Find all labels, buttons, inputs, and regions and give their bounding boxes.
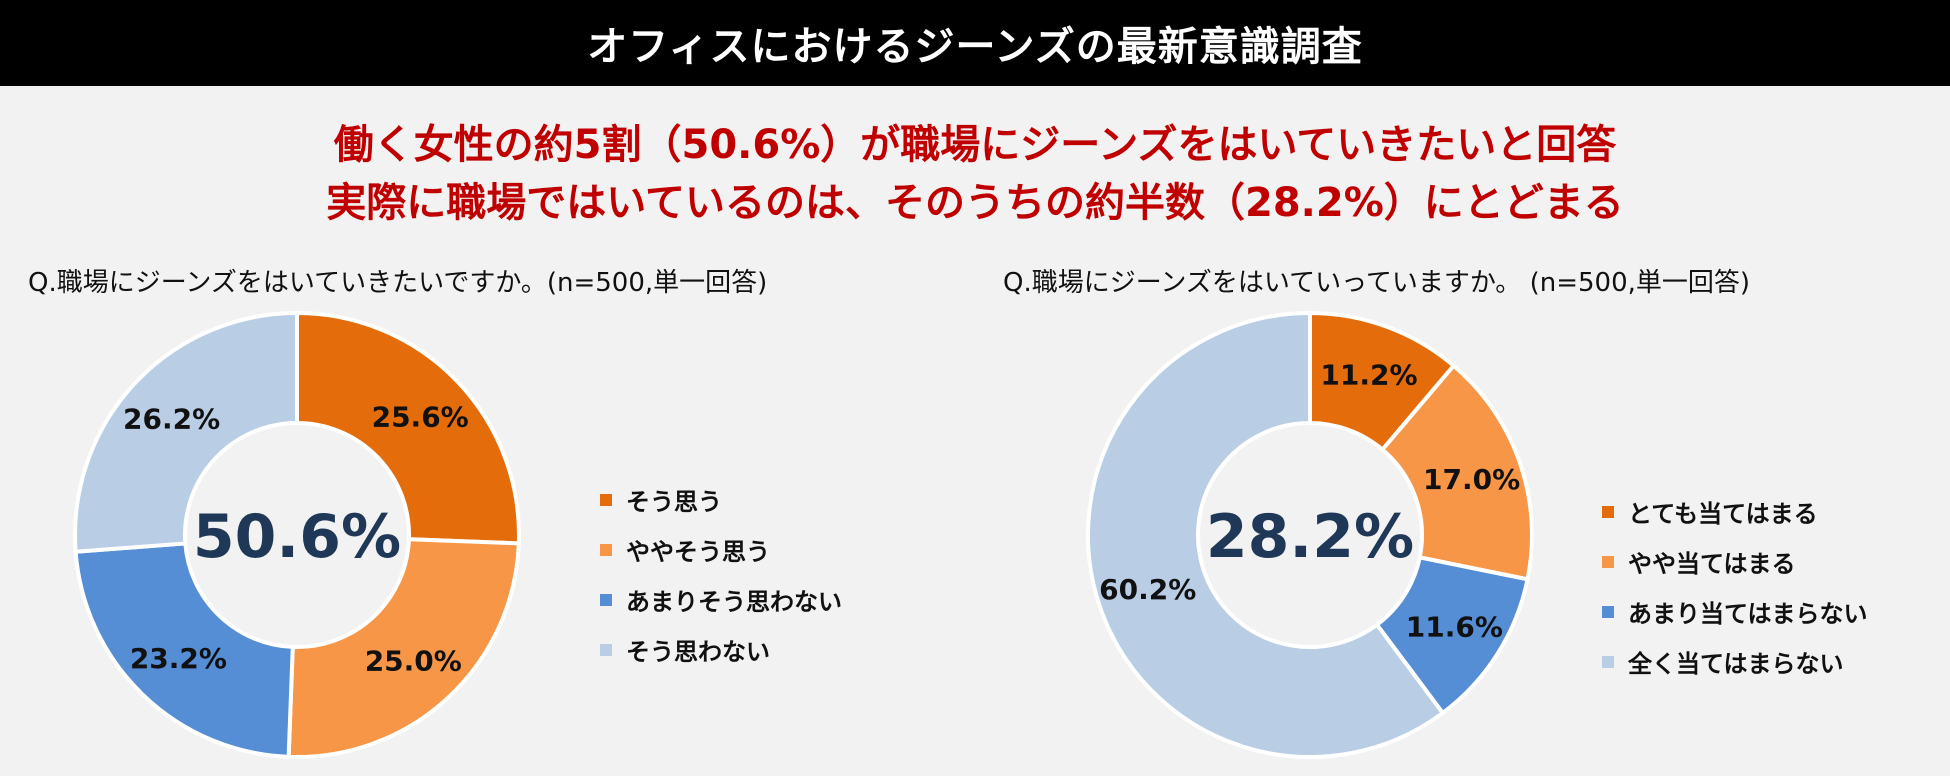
chart-2-slice-4-label: 60.2%	[1099, 573, 1196, 606]
chart-2-slice-1-label: 11.2%	[1320, 358, 1417, 391]
chart-2-legend-item-3: あまり当てはまらない	[1602, 594, 1868, 629]
legend-label: あまり当てはまらない	[1628, 600, 1868, 628]
chart-1-slice-4-label: 26.2%	[123, 403, 220, 436]
legend-swatch	[1602, 605, 1614, 618]
chart-1-title: Q.職場にジーンズをはいていきたいですか。(n=500,単一回答)	[28, 268, 768, 298]
legend-swatch	[1602, 655, 1614, 668]
legend-swatch	[600, 593, 612, 606]
legend-swatch	[1602, 555, 1614, 568]
chart-2-title: Q.職場にジーンズをはいていっていますか。 (n=500,単一回答)	[1003, 268, 1751, 298]
chart-1-center-label: 50.6%	[193, 502, 401, 572]
legend-label: やや当てはまる	[1628, 550, 1796, 578]
chart-1-legend-item-3: あまりそう思わない	[600, 582, 842, 617]
legend-swatch	[600, 643, 612, 656]
chart-1-slice-1	[295, 310, 521, 546]
chart-2-legend-item-2: やや当てはまる	[1602, 544, 1796, 579]
chart-1-legend-item-1: そう思う	[600, 482, 722, 517]
page-title: オフィスにおけるジーンズの最新意識調査	[0, 0, 1950, 86]
legend-label: ややそう思う	[626, 538, 770, 566]
chart-2-legend-item-4: 全く当てはまらない	[1602, 644, 1844, 679]
chart-1-slice-1-label: 25.6%	[372, 400, 469, 433]
chart-1-slice-3	[73, 541, 295, 759]
chart-2-legend-item-1: とても当てはまる	[1602, 494, 1818, 529]
legend-label: 全く当てはまらない	[1628, 650, 1844, 678]
legend-swatch	[600, 493, 612, 506]
legend-swatch	[600, 543, 612, 556]
legend-label: あまりそう思わない	[626, 588, 842, 616]
chart-1-slice-4	[73, 310, 299, 554]
chart-1-slice-2	[286, 537, 521, 759]
chart-2-slice-2-label: 17.0%	[1423, 463, 1520, 496]
chart-1-slice-2-label: 25.0%	[365, 644, 462, 677]
headline-line-2: 実際に職場ではいているのは、そのうちの約半数（28.2%）にとどまる	[326, 180, 1624, 226]
chart-2-slice-4	[1086, 310, 1446, 759]
chart-1-slice-3-label: 23.2%	[130, 642, 227, 675]
legend-swatch	[1602, 505, 1614, 518]
chart-2-center-label: 28.2%	[1206, 502, 1414, 572]
headline-line-1: 働く女性の約5割（50.6%）が職場にジーンズをはいていきたいと回答	[333, 122, 1617, 168]
legend-label: とても当てはまる	[1628, 500, 1818, 528]
chart-1-legend-item-2: ややそう思う	[600, 532, 770, 567]
legend-label: そう思わない	[626, 638, 770, 666]
chart-1-legend-item-4: そう思わない	[600, 632, 770, 667]
legend-label: そう思う	[626, 488, 722, 516]
chart-2-slice-2	[1379, 362, 1534, 582]
chart-2-slice-3-label: 11.6%	[1406, 611, 1503, 644]
